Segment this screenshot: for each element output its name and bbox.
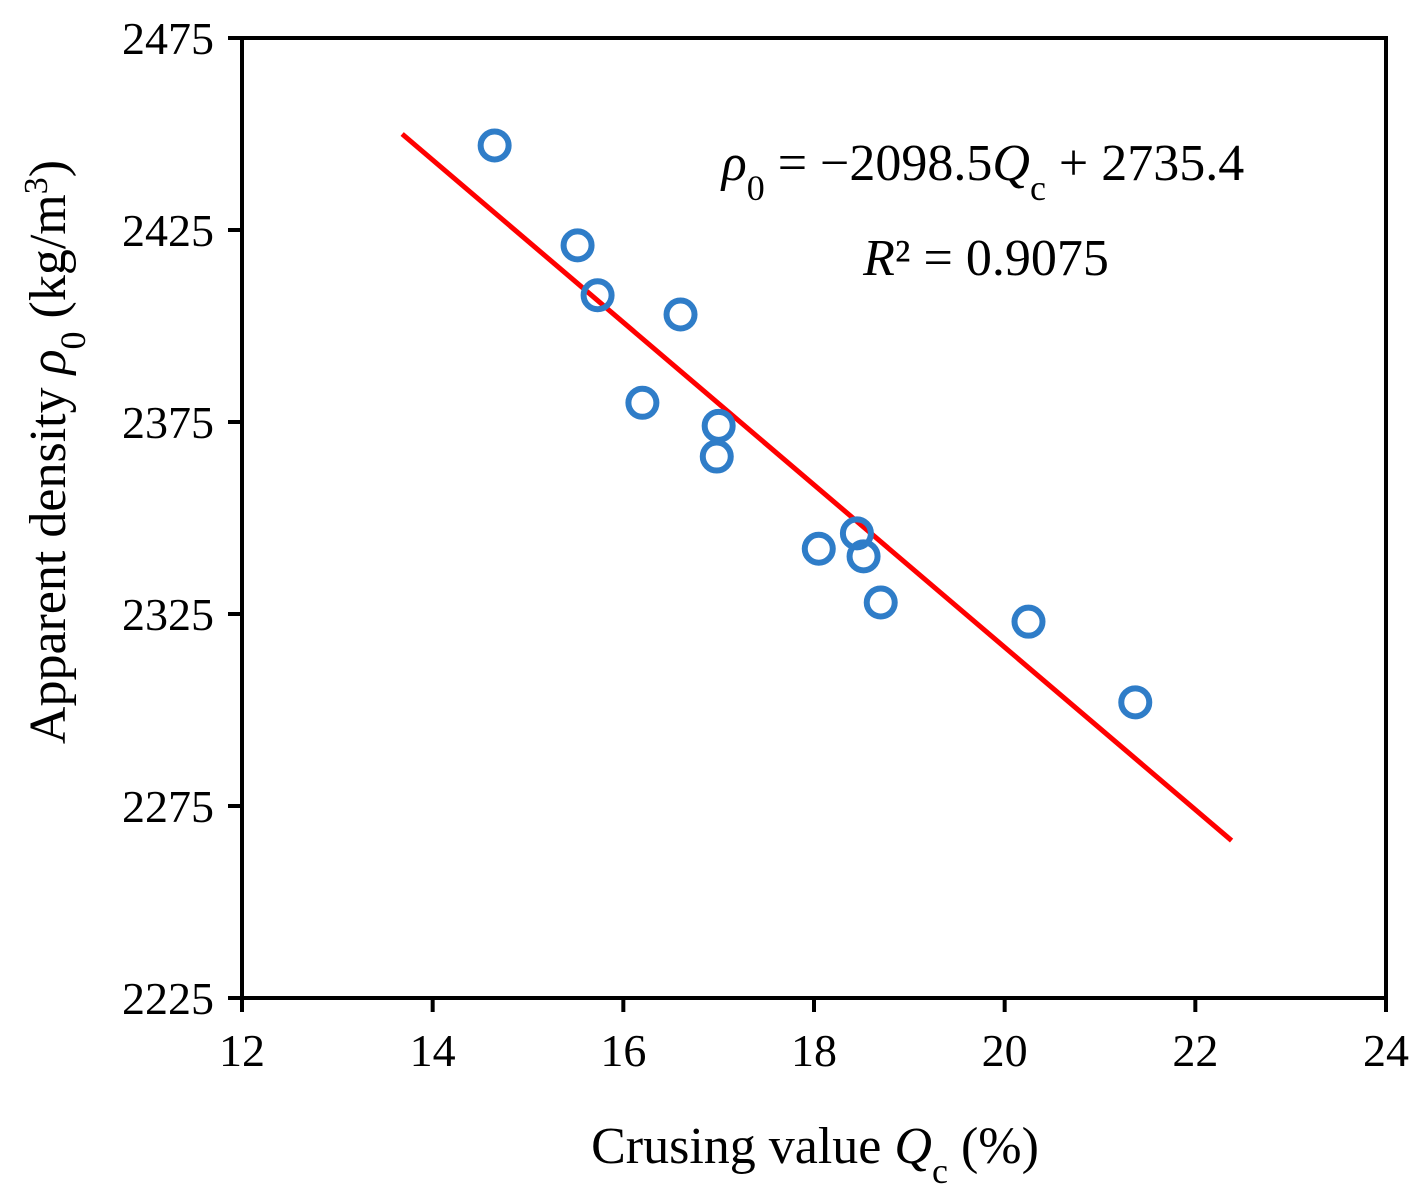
data-point [863, 585, 898, 620]
data-point [701, 408, 736, 443]
equation-tail: + 2735.4 [1046, 135, 1244, 192]
y-tick-label: 2475 [122, 13, 214, 64]
data-point [846, 539, 881, 574]
equation-lhs-subscript: 0 [747, 168, 765, 208]
x-tick-label: 16 [600, 1025, 646, 1076]
regression-equation: ρ0 = −2098.5Qc + 2735.4 [720, 135, 1245, 208]
data-point [580, 278, 615, 313]
y-axis-title-symbol: ρ [20, 349, 77, 376]
equation-rhs-subscript: c [1030, 168, 1046, 208]
y-tick-label: 2425 [122, 205, 214, 256]
r-squared: R² = 0.9075 [862, 230, 1109, 287]
r-squared-symbol: R [862, 230, 895, 287]
x-axis-title-symbol: Q [894, 1118, 932, 1175]
x-axis-title: Crusing value Qc (%) [591, 1118, 1039, 1191]
data-point [801, 531, 836, 566]
x-axis-title-prefix: Crusing value [591, 1118, 894, 1175]
equation-lhs-symbol: ρ [720, 135, 747, 192]
y-tick-label: 2375 [122, 397, 214, 448]
x-tick-label: 20 [982, 1025, 1028, 1076]
y-axis-title-subscript: 0 [53, 331, 93, 349]
y-tick-label: 2275 [122, 781, 214, 832]
x-tick-label: 18 [791, 1025, 837, 1076]
r-squared-value: ² = 0.9075 [895, 230, 1109, 287]
y-tick-label: 2325 [122, 589, 214, 640]
x-tick-label: 24 [1363, 1025, 1409, 1076]
trendline [400, 132, 1234, 843]
x-tick-label: 22 [1172, 1025, 1218, 1076]
y-tick-label: 2225 [122, 973, 214, 1024]
data-point [1118, 685, 1153, 720]
equation-middle: = −2098.5 [765, 135, 993, 192]
y-axis-title-prefix: Apparent density [20, 374, 77, 744]
data-point [699, 439, 734, 474]
y-axis-title-unit-open: (kg/m [20, 194, 77, 331]
x-tick-label: 12 [219, 1025, 265, 1076]
data-points [477, 128, 1153, 720]
y-axis-title: Apparent density ρ0 (kg/m3) [18, 160, 94, 744]
data-point [625, 385, 660, 420]
y-axis-title-superscript: 3 [18, 177, 55, 194]
y-axis-title-unit-close: ) [20, 160, 77, 177]
x-tick-label: 14 [410, 1025, 456, 1076]
x-axis-title-subscript: c [932, 1151, 948, 1191]
data-point [663, 297, 698, 332]
x-axis-title-suffix: (%) [948, 1118, 1039, 1175]
data-point [477, 128, 512, 163]
data-point [1011, 604, 1046, 639]
data-point [560, 228, 595, 263]
y-axis: 2225 2275 2325 2375 2425 2475 [122, 13, 242, 1024]
x-axis: 12 14 16 18 20 22 24 [219, 998, 1409, 1076]
equation-rhs-symbol: Q [992, 135, 1030, 192]
